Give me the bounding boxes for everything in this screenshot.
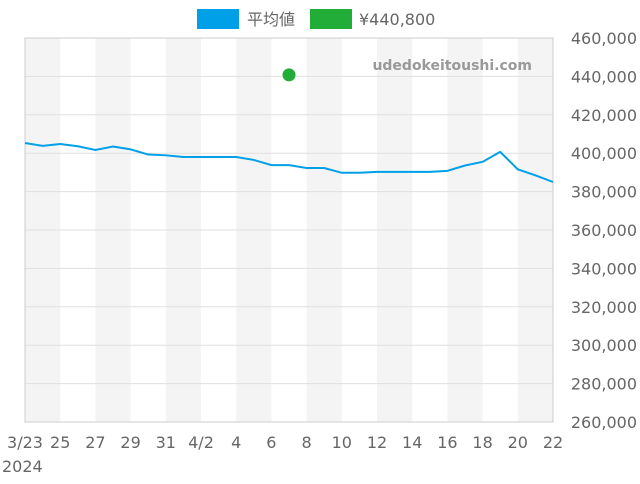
watermark: udedokeitoushi.com	[372, 58, 532, 74]
x-tick-label: 18	[472, 433, 492, 452]
y-tick-label: 460,000	[571, 29, 637, 48]
legend-label-price: ¥440,800	[359, 10, 435, 29]
x-tick-label: 3/23	[7, 433, 43, 452]
y-tick-label: 340,000	[571, 259, 637, 278]
x-tick-label: 12	[367, 433, 387, 452]
x-tick-label: 10	[332, 433, 352, 452]
legend: 平均値 ¥440,800	[197, 9, 435, 29]
x-tick-label: 20	[508, 433, 528, 452]
y-tick-label: 360,000	[571, 221, 637, 240]
legend-label-average: 平均値	[247, 10, 295, 29]
x-axis: 3/23 25 27 29 31 4/2 4 6 8 10 12 14 16 18 20 22	[7, 433, 563, 452]
x-tick-label: 4/2	[188, 433, 214, 452]
x-tick-label: 6	[266, 433, 276, 452]
x-tick-label: 27	[85, 433, 105, 452]
x-tick-label: 29	[120, 433, 140, 452]
y-tick-label: 400,000	[571, 144, 637, 163]
x-tick-label: 14	[402, 433, 422, 452]
x-tick-label: 8	[302, 433, 312, 452]
x-tick-label: 4	[231, 433, 241, 452]
y-tick-label: 300,000	[571, 336, 637, 355]
y-tick-label: 280,000	[571, 375, 637, 394]
series-layer	[24, 68, 554, 183]
y-tick-label: 420,000	[571, 106, 637, 125]
legend-swatch-price	[310, 9, 352, 29]
y-tick-label: 320,000	[571, 298, 637, 317]
average-price-line	[24, 142, 554, 183]
y-tick-label: 380,000	[571, 183, 637, 202]
x-tick-label: 31	[156, 433, 176, 452]
x-tick-label: 25	[50, 433, 70, 452]
y-tick-label: 260,000	[571, 413, 637, 432]
y-tick-label: 440,000	[571, 67, 637, 86]
x-tick-label: 16	[437, 433, 457, 452]
legend-swatch-average	[197, 9, 239, 29]
y-axis: 460,000 440,000 420,000 400,000 380,000 360,0…	[571, 29, 637, 432]
x-tick-label: 22	[543, 433, 563, 452]
plot-frame	[24, 37, 554, 423]
price-point	[282, 68, 296, 82]
x-year-label: 2024	[2, 457, 43, 476]
